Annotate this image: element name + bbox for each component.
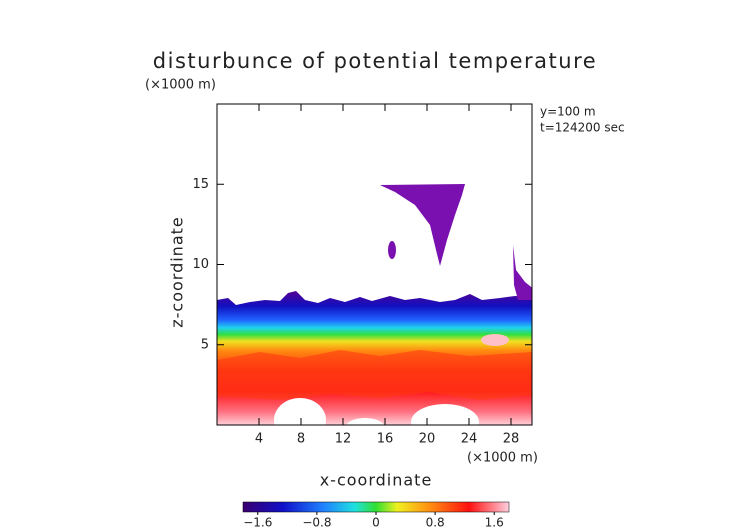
y-unit: (×1000 m) [145,78,216,93]
x-axis-label: x-coordinate [320,471,433,490]
field-cold-streak [513,245,532,300]
x-unit: (×1000 m) [467,451,538,466]
field-warm-core [217,350,532,400]
colorbar [242,501,510,513]
field-lobe [274,398,326,425]
colorbar-tick-label: 1.6 [485,516,504,530]
x-tick-label: 16 [377,432,394,447]
x-tick-label: 4 [255,432,263,447]
annotation: y=100 m [540,105,596,119]
x-tick-label: 20 [419,432,436,447]
y-tick-label: 15 [192,177,209,192]
y-tick-label: 10 [192,257,209,272]
colorbar-tick-label: 0 [372,516,380,530]
y-axis-label: z-coordinate [168,216,187,328]
colorbar-tick-label: 0.8 [426,516,445,530]
field-lobe [411,404,479,425]
contour-field [217,184,532,425]
x-tick-label: 8 [297,432,305,447]
field-lobe [345,418,385,425]
field-cold-blob [388,241,396,259]
x-tick-label: 12 [335,432,352,447]
x-tick-label: 28 [503,432,520,447]
colorbar-tick-label: −1.6 [243,516,272,530]
y-tick-label: 5 [201,337,209,352]
field-cold-lobe [481,334,509,346]
chart-title: disturbunce of potential temperature [153,49,597,73]
x-tick-label: 24 [461,432,478,447]
colorbar-tick-label: −0.8 [302,516,331,530]
field-cold-blob [380,184,465,266]
annotation: t=124200 sec [540,121,625,135]
